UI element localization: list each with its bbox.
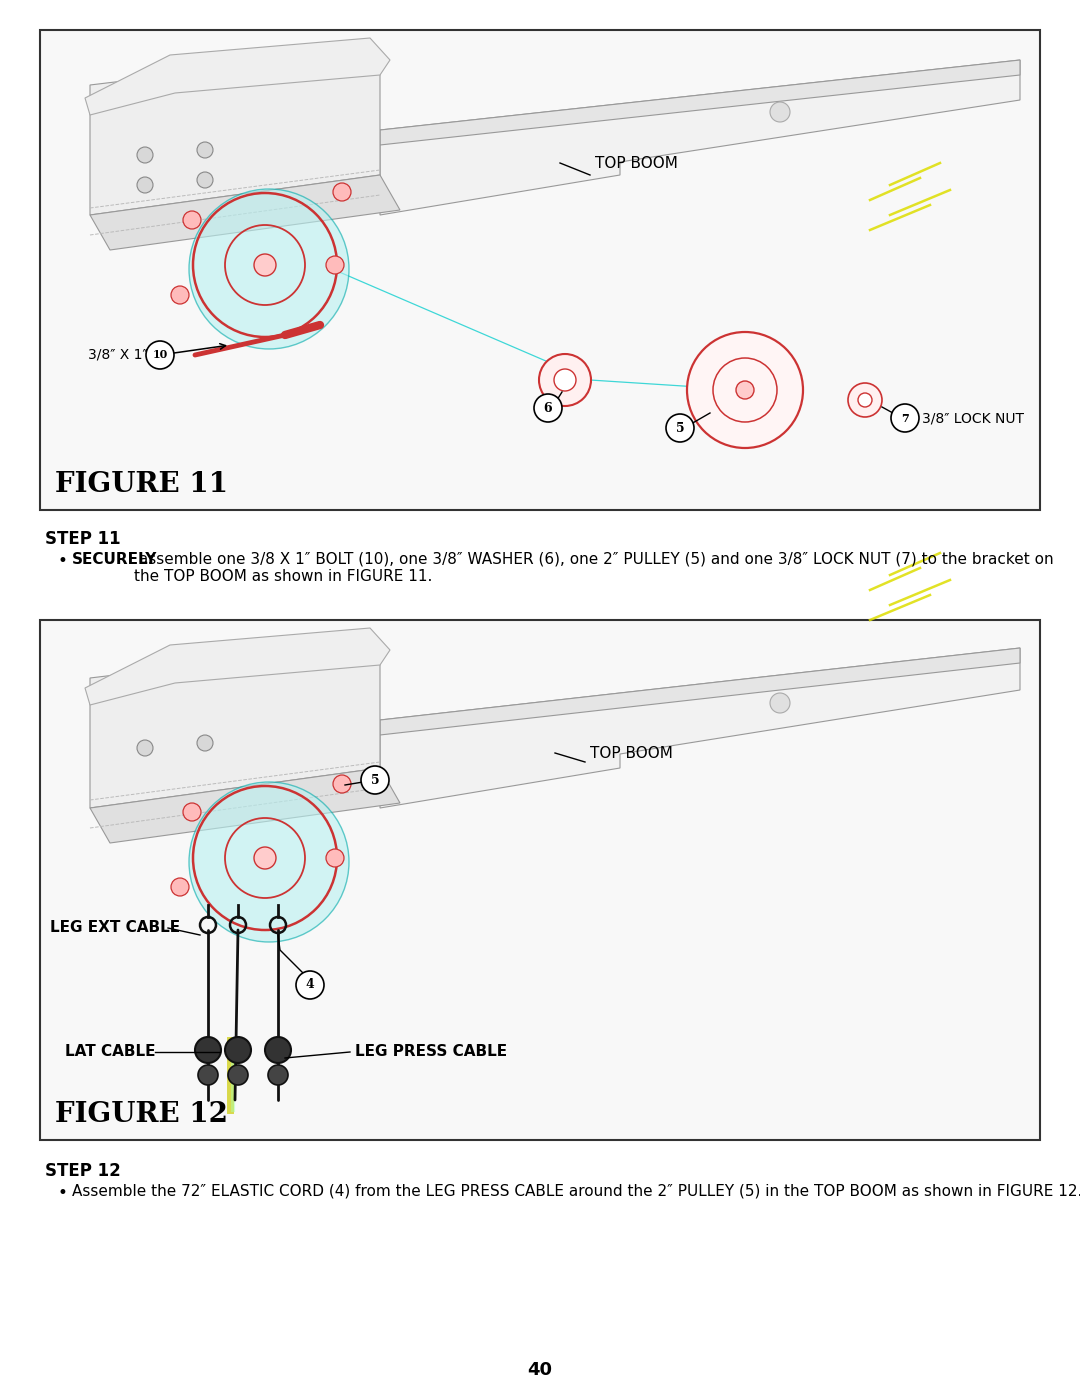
Text: 10: 10 (152, 349, 167, 360)
Polygon shape (90, 175, 400, 250)
Text: assemble one 3/8 X 1″ BOLT (10), one 3/8″ WASHER (6), one 2″ PULLEY (5) and one : assemble one 3/8 X 1″ BOLT (10), one 3/8… (134, 552, 1054, 584)
Polygon shape (85, 629, 390, 705)
Circle shape (171, 286, 189, 305)
Circle shape (333, 183, 351, 201)
Circle shape (687, 332, 804, 448)
Circle shape (326, 849, 345, 868)
Text: 4: 4 (306, 978, 314, 992)
Circle shape (333, 775, 351, 793)
Polygon shape (380, 648, 1020, 807)
Text: 3/8″ LOCK NUT: 3/8″ LOCK NUT (922, 411, 1024, 425)
Circle shape (189, 782, 349, 942)
Circle shape (137, 740, 153, 756)
Circle shape (189, 189, 349, 349)
Text: 3/8″ X 1″: 3/8″ X 1″ (89, 348, 148, 362)
Text: LAT CABLE: LAT CABLE (65, 1045, 156, 1059)
Text: FIGURE 11: FIGURE 11 (55, 471, 228, 497)
Text: 40: 40 (527, 1361, 553, 1379)
Polygon shape (90, 768, 400, 842)
Text: LEG PRESS CABLE: LEG PRESS CABLE (355, 1045, 508, 1059)
Text: STEP 12: STEP 12 (45, 1162, 121, 1180)
Circle shape (770, 102, 789, 122)
Bar (40, 29, 1040, 510)
Circle shape (228, 1065, 248, 1085)
Circle shape (197, 735, 213, 752)
Circle shape (146, 341, 174, 369)
Polygon shape (90, 643, 380, 807)
Circle shape (666, 414, 694, 441)
Circle shape (198, 1065, 218, 1085)
Circle shape (137, 177, 153, 193)
Text: Assemble the 72″ ELASTIC CORD (4) from the LEG PRESS CABLE around the 2″ PULLEY : Assemble the 72″ ELASTIC CORD (4) from t… (72, 1185, 1080, 1199)
Circle shape (254, 254, 276, 277)
Text: TOP BOOM: TOP BOOM (595, 155, 678, 170)
Text: 5: 5 (370, 774, 379, 787)
Text: 6: 6 (543, 401, 552, 415)
Circle shape (197, 172, 213, 189)
Text: TOP BOOM: TOP BOOM (590, 746, 673, 760)
Circle shape (254, 847, 276, 869)
Circle shape (268, 1065, 288, 1085)
Circle shape (197, 142, 213, 158)
Circle shape (183, 211, 201, 229)
Circle shape (171, 877, 189, 895)
Circle shape (848, 383, 882, 416)
Circle shape (195, 1037, 221, 1063)
Circle shape (137, 147, 153, 163)
Circle shape (891, 404, 919, 432)
Polygon shape (380, 648, 1020, 735)
Text: 7: 7 (901, 412, 909, 423)
Circle shape (534, 394, 562, 422)
Text: 5: 5 (676, 422, 685, 434)
Circle shape (554, 369, 576, 391)
Circle shape (361, 766, 389, 793)
Circle shape (858, 393, 872, 407)
Circle shape (326, 256, 345, 274)
Text: •: • (58, 1185, 68, 1201)
Polygon shape (85, 38, 390, 115)
Polygon shape (90, 50, 380, 215)
Bar (40, 620, 1040, 1140)
Circle shape (296, 971, 324, 999)
Text: •: • (58, 552, 68, 570)
Text: LEG EXT CABLE: LEG EXT CABLE (50, 921, 180, 936)
Circle shape (265, 1037, 291, 1063)
Circle shape (770, 693, 789, 712)
Polygon shape (380, 60, 1020, 145)
Circle shape (225, 1037, 251, 1063)
Polygon shape (380, 60, 1020, 215)
Circle shape (539, 353, 591, 407)
Circle shape (735, 381, 754, 400)
Circle shape (183, 803, 201, 821)
Circle shape (713, 358, 777, 422)
Text: FIGURE 12: FIGURE 12 (55, 1101, 228, 1127)
Text: SECURELY: SECURELY (72, 552, 158, 567)
Text: STEP 11: STEP 11 (45, 529, 121, 548)
